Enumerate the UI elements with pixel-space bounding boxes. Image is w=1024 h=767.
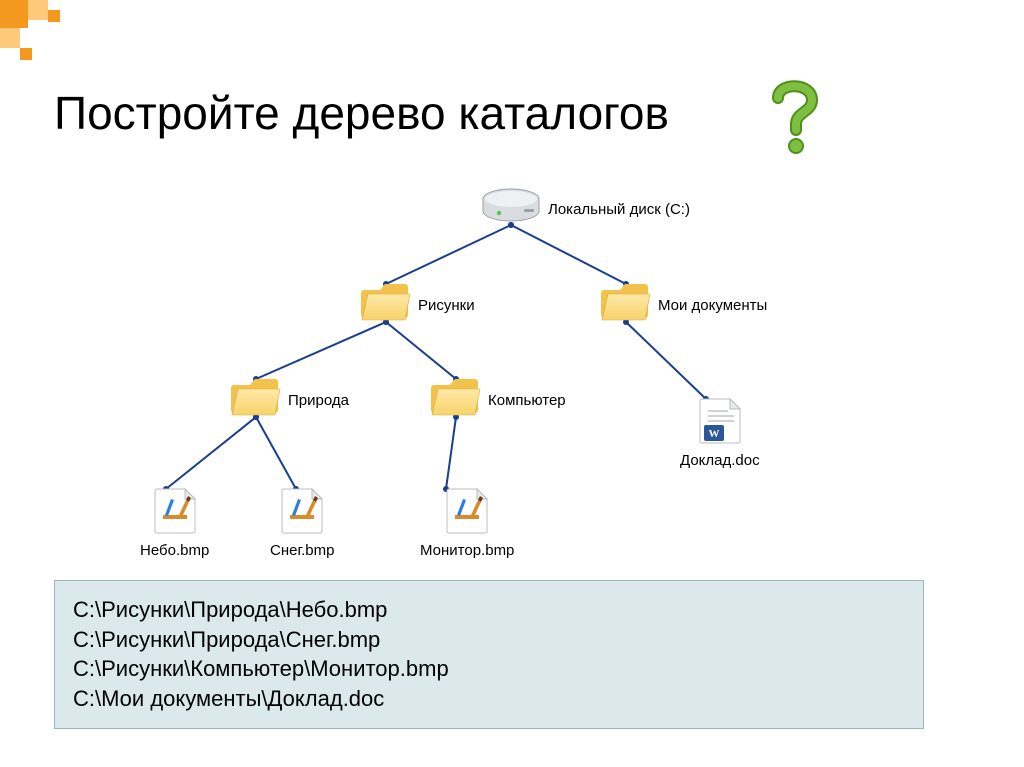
slide-title: Постройте дерево каталогов	[54, 86, 669, 140]
drive-icon	[480, 185, 542, 234]
tree-node-computer: Компьютер	[430, 375, 566, 426]
file-path: С:\Рисунки\Компьютер\Монитор.bmp	[73, 654, 905, 684]
bmp-icon	[441, 485, 493, 542]
tree-node-monitor: Монитор.bmp	[420, 485, 514, 559]
tree-node-root: Локальный диск (C:)	[480, 185, 690, 234]
svg-text:W: W	[708, 428, 719, 440]
node-label: Мои документы	[658, 297, 767, 314]
file-paths-box: С:\Рисунки\Природа\Небо.bmpС:\Рисунки\Пр…	[54, 580, 924, 729]
bmp-icon	[149, 485, 201, 542]
tree-node-pics: Рисунки	[360, 280, 475, 331]
file-path: С:\Рисунки\Природа\Снег.bmp	[73, 625, 905, 655]
file-path: С:\Рисунки\Природа\Небо.bmp	[73, 595, 905, 625]
node-label: Небо.bmp	[140, 542, 209, 559]
tree-node-nature: Природа	[230, 375, 349, 426]
question-mark-icon	[760, 70, 830, 160]
file-path: С:\Мои документы\Доклад.doc	[73, 684, 905, 714]
node-label: Локальный диск (C:)	[548, 201, 690, 218]
tree-node-doklad: W Доклад.doc	[680, 395, 760, 469]
doc-icon: W	[694, 395, 746, 452]
folder-icon	[230, 375, 282, 426]
tree-node-mydocs: Мои документы	[600, 280, 767, 331]
corner-decoration	[0, 0, 120, 80]
tree-node-sneg: Снег.bmp	[270, 485, 334, 559]
node-label: Снег.bmp	[270, 542, 334, 559]
bmp-icon	[276, 485, 328, 542]
node-label: Природа	[288, 392, 349, 409]
folder-icon	[430, 375, 482, 426]
folder-icon	[360, 280, 412, 331]
tree-node-nebo: Небо.bmp	[140, 485, 209, 559]
node-label: Компьютер	[488, 392, 566, 409]
node-label: Рисунки	[418, 297, 475, 314]
directory-tree-diagram: Локальный диск (C:) Рисунки Мои документ…	[120, 185, 920, 565]
folder-icon	[600, 280, 652, 331]
node-label: Доклад.doc	[680, 452, 760, 469]
node-label: Монитор.bmp	[420, 542, 514, 559]
